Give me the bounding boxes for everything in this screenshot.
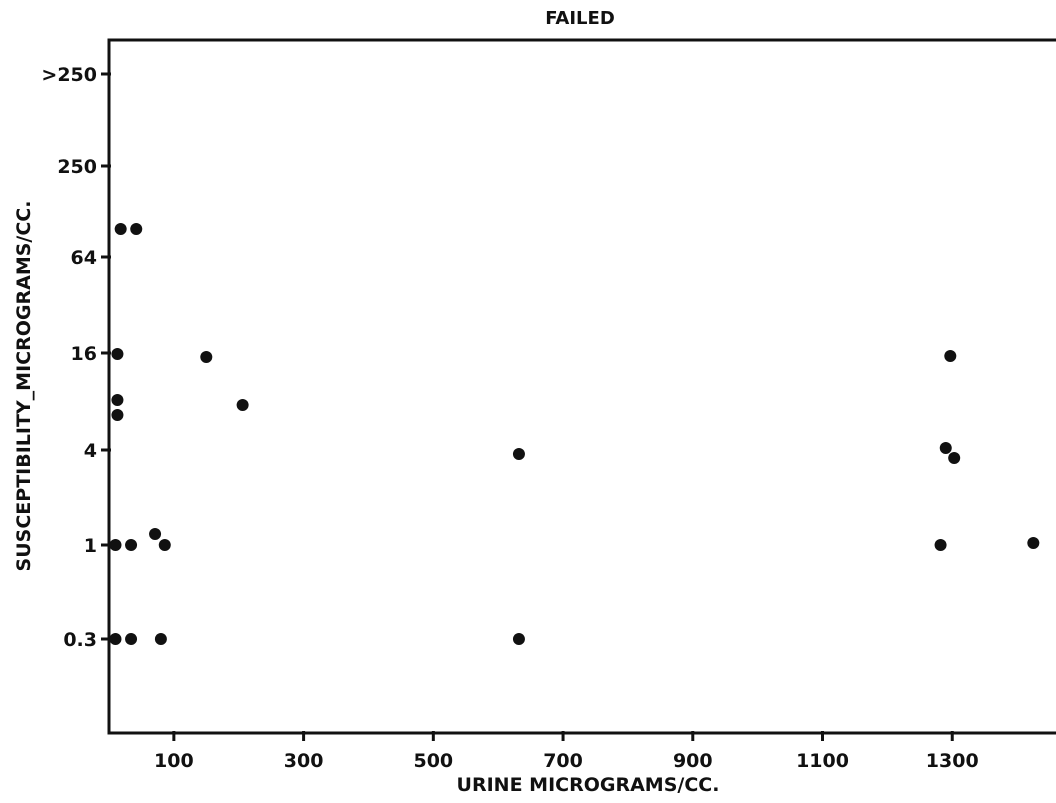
data-point bbox=[512, 448, 525, 460]
y-axis: 0.3 1 4 16 64 250 >250 bbox=[41, 64, 111, 651]
data-point bbox=[130, 223, 143, 235]
y-tick-label: 250 bbox=[57, 156, 97, 178]
data-point bbox=[939, 442, 952, 454]
x-tick-label: 300 bbox=[284, 750, 324, 772]
data-point bbox=[149, 528, 162, 540]
data-point bbox=[158, 539, 171, 551]
data-point bbox=[109, 539, 122, 551]
data-point bbox=[111, 394, 124, 406]
data-point bbox=[944, 350, 957, 362]
y-tick-label: 1 bbox=[84, 535, 97, 557]
y-tick-label: 16 bbox=[71, 343, 97, 365]
y-axis-label: SUSCEPTIBILITY_MICROGRAMS/CC. bbox=[13, 201, 35, 572]
data-point bbox=[512, 633, 525, 645]
data-point bbox=[109, 633, 122, 645]
y-tick-label: 0.3 bbox=[63, 629, 97, 651]
data-point bbox=[934, 539, 947, 551]
x-tick-label: 1100 bbox=[796, 750, 849, 772]
data-point bbox=[154, 633, 167, 645]
x-axis-label: URINE MICROGRAMS/CC. bbox=[457, 774, 720, 796]
data-point bbox=[236, 399, 249, 411]
chart-title: FAILED bbox=[545, 8, 615, 29]
data-points bbox=[109, 223, 1040, 645]
x-tick-label: 500 bbox=[413, 750, 453, 772]
x-tick-label: 700 bbox=[543, 750, 583, 772]
x-axis: 100 300 500 700 900 1100 1300 bbox=[154, 731, 979, 772]
data-point bbox=[111, 409, 124, 421]
data-point bbox=[948, 452, 961, 464]
data-point bbox=[125, 539, 138, 551]
data-point bbox=[114, 223, 127, 235]
plot-area bbox=[107, 38, 1056, 735]
data-point bbox=[1027, 537, 1040, 549]
x-tick-label: 900 bbox=[673, 750, 713, 772]
y-tick-label: 4 bbox=[84, 440, 97, 462]
x-tick-label: 100 bbox=[154, 750, 194, 772]
data-point bbox=[111, 348, 124, 360]
data-point bbox=[200, 351, 213, 363]
y-tick-label: >250 bbox=[41, 64, 97, 86]
y-tick-label: 64 bbox=[71, 247, 97, 269]
data-point bbox=[125, 633, 138, 645]
x-tick-label: 1300 bbox=[926, 750, 979, 772]
